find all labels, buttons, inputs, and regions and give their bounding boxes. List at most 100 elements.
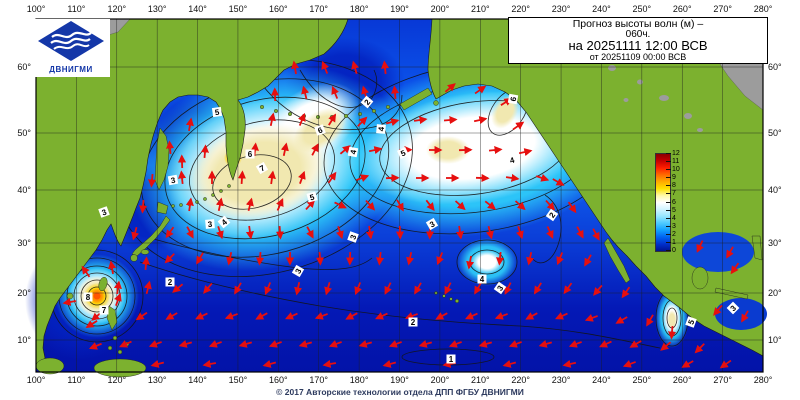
wave-direction-arrow xyxy=(306,226,314,239)
dvnigmi-logo: ДВНИГМИ xyxy=(32,19,110,77)
forecast-valid-time: на 20251111 12:00 ВСВ xyxy=(568,38,708,53)
colorbar-label: 7 xyxy=(672,190,676,198)
contour-label: 1 xyxy=(446,354,456,364)
svg-text:8: 8 xyxy=(86,293,91,302)
wave-direction-arrow xyxy=(85,320,98,329)
wave-direction-arrow xyxy=(165,226,175,239)
wave-direction-arrow xyxy=(358,339,373,348)
svg-text:7: 7 xyxy=(102,306,107,315)
contour-label: 3 xyxy=(98,206,110,218)
contour-label: 3 xyxy=(291,264,305,278)
wave-direction-arrow xyxy=(404,312,418,320)
svg-text:4: 4 xyxy=(480,275,485,284)
contour-label: 5 xyxy=(397,147,409,159)
wave-direction-arrow xyxy=(305,199,316,211)
lat-label-left: 50° xyxy=(17,128,31,138)
wave-direction-arrow xyxy=(568,340,582,348)
wave-direction-arrow xyxy=(150,359,165,368)
wave-direction-arrow xyxy=(384,282,392,295)
wave-direction-arrow xyxy=(311,143,319,156)
svg-text:4: 4 xyxy=(349,149,359,155)
lon-label-bottom: 120° xyxy=(107,375,126,385)
logo-diamond-icon xyxy=(38,21,104,61)
wave-direction-arrow xyxy=(141,256,150,271)
contour-label: 3 xyxy=(167,174,179,185)
wave-direction-arrow xyxy=(518,148,533,157)
wave-direction-arrow xyxy=(195,312,208,320)
wave-direction-arrow xyxy=(567,201,577,214)
landmasses xyxy=(35,18,767,378)
lon-label-top: 250° xyxy=(633,4,652,14)
wave-direction-arrow xyxy=(646,314,654,327)
svg-text:7: 7 xyxy=(258,163,267,173)
wave-direction-arrow xyxy=(385,118,400,127)
wave-direction-arrow xyxy=(435,312,448,320)
wave-direction-arrow xyxy=(255,312,268,320)
wave-direction-arrow xyxy=(741,310,749,323)
colorbar-label: 1 xyxy=(672,238,676,246)
lon-label-bottom: 270° xyxy=(713,375,732,385)
wave-direction-arrow xyxy=(730,262,740,275)
wave-direction-arrow xyxy=(321,60,329,74)
wave-direction-arrow xyxy=(280,142,289,157)
lon-label-top: 160° xyxy=(269,4,288,14)
wave-direction-arrow xyxy=(696,240,704,253)
cuba xyxy=(714,287,749,300)
lon-label-bottom: 130° xyxy=(148,375,167,385)
wave-direction-arrow xyxy=(563,282,573,295)
wave-direction-arrows xyxy=(62,60,749,369)
contour-label: 2 xyxy=(165,277,175,287)
wave-direction-arrow xyxy=(375,312,388,320)
contour-label: 4 xyxy=(217,215,231,229)
wave-direction-arrow xyxy=(234,282,242,295)
wave-direction-arrow xyxy=(275,225,285,240)
wave-direction-arrow xyxy=(694,343,705,354)
wave-direction-arrow xyxy=(488,146,503,155)
lon-label-top: 120° xyxy=(107,4,126,14)
wave-direction-arrow xyxy=(314,312,328,320)
wave-direction-arrow xyxy=(245,197,254,212)
lon-label-top: 280° xyxy=(754,4,773,14)
wave-direction-arrow xyxy=(584,254,592,267)
lat-label-right: 40° xyxy=(768,185,782,195)
colorbar-tick xyxy=(666,153,671,154)
wave-direction-arrow xyxy=(562,359,577,368)
wave-direction-arrow xyxy=(474,85,487,95)
forecast-title: Прогноз высоты волн (м) – xyxy=(572,18,704,30)
wave-direction-arrow xyxy=(466,255,475,270)
colorbar-tick xyxy=(666,241,671,243)
colorbar-label: 11 xyxy=(672,158,680,166)
lon-label-bottom: 260° xyxy=(673,375,692,385)
wave-direction-arrow xyxy=(681,360,694,368)
wave-direction-arrow xyxy=(267,112,276,127)
wave-direction-arrow xyxy=(621,286,631,299)
contour-label: 8 xyxy=(83,292,93,302)
wave-direction-arrow xyxy=(238,339,253,348)
wave-direction-arrow xyxy=(291,60,300,75)
svg-text:5: 5 xyxy=(686,318,696,326)
forecast-title-box: Прогноз высоты волн (м) – 060ч. на 20251… xyxy=(508,17,768,64)
lon-label-bottom: 250° xyxy=(633,375,652,385)
wave-direction-arrow xyxy=(505,173,520,182)
land-asia xyxy=(35,18,349,369)
wave-direction-arrow xyxy=(268,340,282,348)
wave-direction-arrow xyxy=(165,312,178,320)
wave-direction-arrow xyxy=(354,282,362,296)
wave-direction-arrow xyxy=(525,312,538,320)
wave-direction-arrow xyxy=(256,251,265,266)
wave-direction-arrow xyxy=(668,325,677,340)
wave-direction-arrow xyxy=(555,312,568,320)
wave-direction-arrow xyxy=(185,197,194,212)
svg-text:3: 3 xyxy=(207,220,213,229)
wave-direction-arrow xyxy=(512,121,525,131)
lon-label-top: 150° xyxy=(229,4,248,14)
lon-label-bottom: 170° xyxy=(309,375,328,385)
wave-direction-arrow xyxy=(276,198,284,211)
wave-direction-arrow xyxy=(345,312,358,320)
wave-direction-arrow xyxy=(322,359,337,368)
wave-direction-arrow xyxy=(388,340,402,348)
wave-direction-arrow xyxy=(208,340,222,348)
alaska-peninsula xyxy=(399,87,433,111)
